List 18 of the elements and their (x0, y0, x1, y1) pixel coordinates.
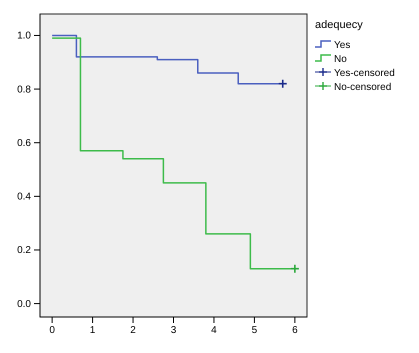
legend-label: No-censored (334, 82, 392, 93)
legend-label: Yes (334, 40, 350, 51)
x-tick-label: 2 (130, 325, 136, 336)
y-tick-label: 0.8 (17, 84, 32, 96)
x-tick-label: 5 (252, 325, 258, 336)
x-tick-label: 3 (170, 325, 177, 336)
y-tick-label: 1.0 (17, 30, 32, 42)
x-tick-label: 6 (292, 325, 298, 336)
legend-label: Yes-censored (334, 68, 395, 79)
x-tick-label: 4 (211, 325, 218, 336)
y-tick-label: 0.0 (17, 298, 32, 310)
legend-title: adequecy (315, 19, 364, 31)
x-tick-label: 0 (49, 325, 56, 336)
y-tick-label: 0.4 (17, 192, 32, 203)
y-tick-label: 0.6 (17, 138, 32, 149)
y-tick-label: 0.2 (17, 245, 32, 256)
x-tick-label: 1 (90, 325, 96, 336)
legend-label: No (334, 54, 348, 65)
